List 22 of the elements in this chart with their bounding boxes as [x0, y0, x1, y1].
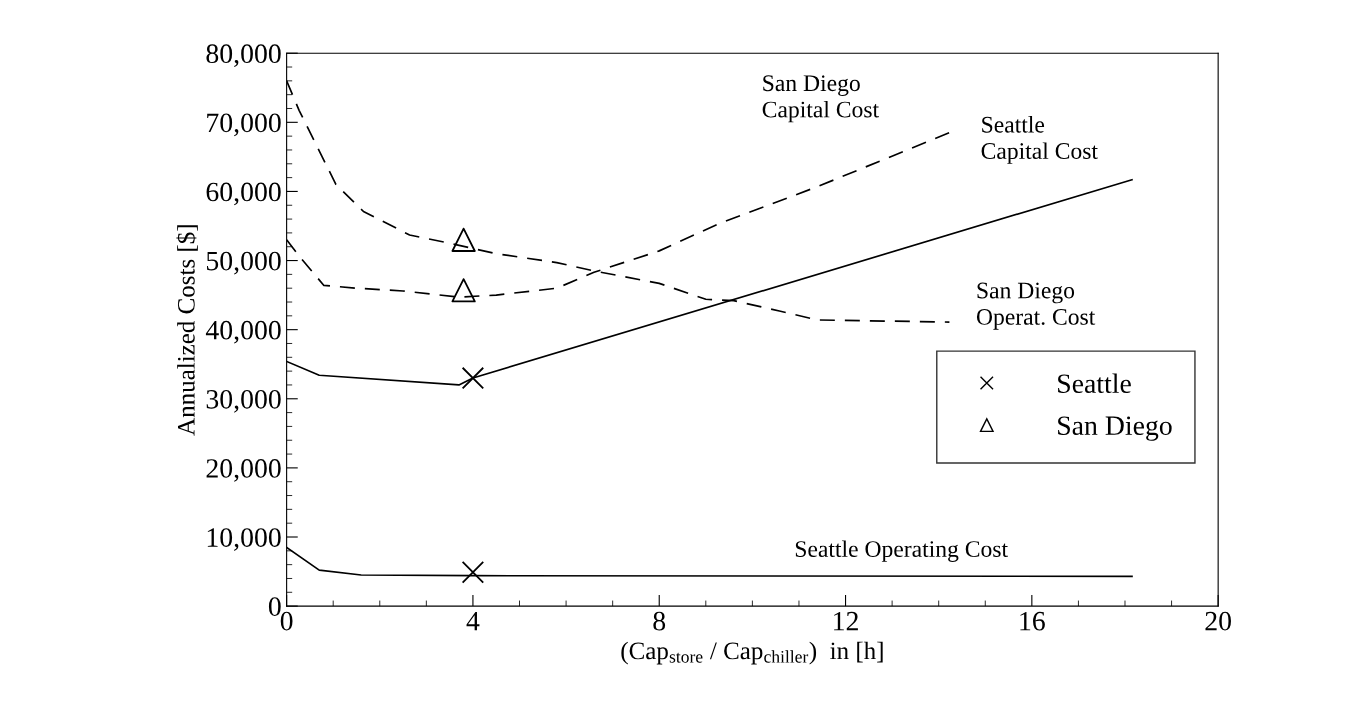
- y-tick-label: 60,000: [206, 182, 281, 206]
- y-axis-title: Annualized Costs [$]: [176, 225, 198, 436]
- y-tick-label: 70,000: [207, 113, 281, 137]
- annotation: San Diego Capital Cost: [762, 75, 879, 123]
- annotation: San Diego Operat. Cost: [976, 282, 1096, 330]
- legend-label: San Diego: [1058, 416, 1172, 441]
- x-tick-label: 20: [1205, 611, 1231, 631]
- x-axis-title: (Cap$_{store}$ / Cap$_{chiller}$) in [h]: [621, 641, 883, 665]
- x-tick-label: 8: [653, 611, 666, 631]
- y-tick-label: 20,000: [206, 459, 281, 482]
- y-tick-label: 10,000: [207, 528, 281, 551]
- annotation: Seattle Capital Cost: [981, 116, 1098, 164]
- y-tick-label: 80,000: [206, 44, 281, 68]
- y-tick-label: 40,000: [205, 320, 281, 344]
- x-tick-label: 16: [1020, 611, 1045, 631]
- y-tick-label: 30,000: [206, 389, 281, 413]
- legend-label: Seattle: [1058, 373, 1131, 394]
- annotation: Seattle Operating Cost: [795, 540, 1008, 562]
- x-tick-label: 4: [466, 611, 480, 631]
- y-tick-label: 50,000: [206, 251, 281, 275]
- y-tick-label: 0: [268, 597, 281, 617]
- x-tick-label: 12: [834, 611, 858, 631]
